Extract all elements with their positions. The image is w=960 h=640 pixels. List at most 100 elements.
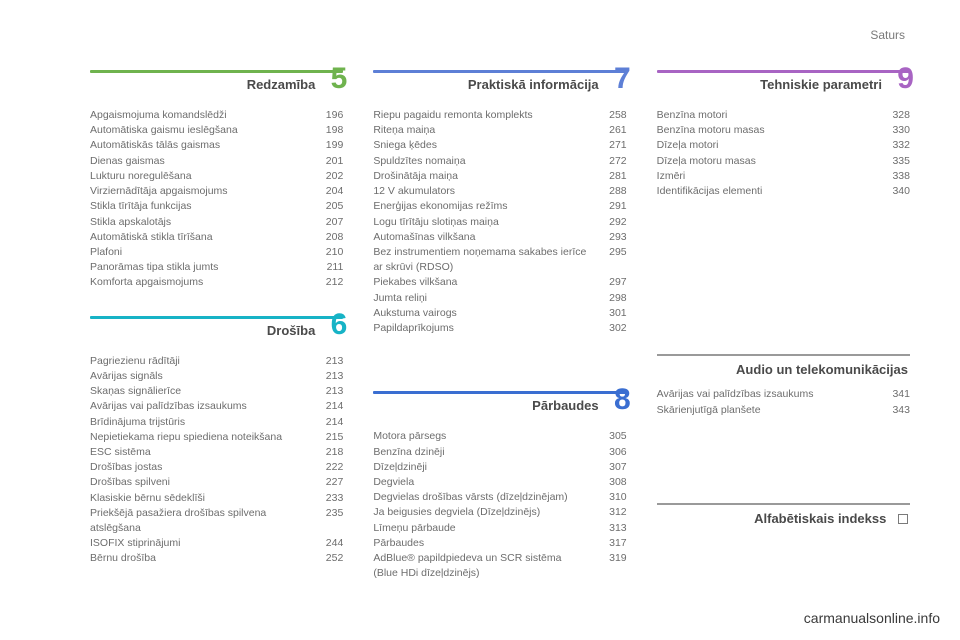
toc-entry[interactable]: Priekšējā pasažiera drošības spilvena at… [90, 506, 343, 536]
toc-entry[interactable]: Jumta reliņi298 [373, 291, 626, 306]
toc-entry[interactable]: Sniega ķēdes271 [373, 138, 626, 153]
accent-bar [90, 316, 343, 319]
toc-entry-page: 281 [595, 169, 627, 184]
toc-entry-page: 319 [595, 551, 627, 581]
toc-entry-page: 312 [595, 505, 627, 520]
toc-entry[interactable]: Panorāmas tipa stikla jumts211 [90, 260, 343, 275]
toc-entry[interactable]: Pagriezienu rādītāji213 [90, 354, 343, 369]
toc-entry[interactable]: Degviela308 [373, 475, 626, 490]
toc-entry[interactable]: AdBlue® papildpiedeva un SCR sistēma (Bl… [373, 551, 626, 581]
toc-entry[interactable]: Bez instrumentiem noņemama sakabes ierīc… [373, 245, 626, 275]
toc-entry-label: Panorāmas tipa stikla jumts [90, 260, 311, 275]
toc-entry[interactable]: Dīzeļdzinēji307 [373, 460, 626, 475]
toc-entry[interactable]: Pārbaudes317 [373, 536, 626, 551]
toc-entry[interactable]: Lukturu noregulēšana202 [90, 169, 343, 184]
section-entries: Riepu pagaidu remonta komplekts258Riteņa… [373, 108, 626, 336]
toc-entry-page: 233 [311, 491, 343, 506]
toc-entry-page: 343 [878, 403, 910, 418]
toc-entry[interactable]: Stikla tīrītāja funkcijas205 [90, 199, 343, 214]
toc-entry[interactable]: Bērnu drošība252 [90, 551, 343, 566]
toc-entry[interactable]: Virziernādītāja apgaismojums204 [90, 184, 343, 199]
toc-entry-label: Sniega ķēdes [373, 138, 594, 153]
toc-entry-label: Aukstuma vairogs [373, 306, 594, 321]
toc-entry[interactable]: Riteņa maiņa261 [373, 123, 626, 138]
toc-entry-label: Benzīna motori [657, 108, 878, 123]
toc-entry[interactable]: Riepu pagaidu remonta komplekts258 [373, 108, 626, 123]
toc-entry-page: 261 [595, 123, 627, 138]
section-header: Praktiskā informācija 7 [373, 70, 626, 98]
section-practical: Praktiskā informācija 7 Riepu pagaidu re… [373, 70, 626, 336]
toc-entry[interactable]: Stikla apskalotājs207 [90, 215, 343, 230]
toc-entry[interactable]: Līmeņu pārbaude313 [373, 521, 626, 536]
toc-entry[interactable]: Apgaismojuma komandslēdži196 [90, 108, 343, 123]
section-entries: Pagriezienu rādītāji213Avārijas signāls2… [90, 354, 343, 567]
toc-entry-page: 199 [311, 138, 343, 153]
toc-entry[interactable]: Skārienjutīgā planšete343 [657, 403, 910, 418]
toc-entry-page: 308 [595, 475, 627, 490]
toc-entry[interactable]: Drošības spilveni227 [90, 475, 343, 490]
toc-entry[interactable]: Automašīnas vilkšana293 [373, 230, 626, 245]
toc-entry-label: Pagriezienu rādītāji [90, 354, 311, 369]
footer-source-link[interactable]: carmanualsonline.info [804, 610, 940, 626]
toc-entry[interactable]: Dienas gaismas201 [90, 154, 343, 169]
toc-entry[interactable]: Izmēri338 [657, 169, 910, 184]
toc-entry[interactable]: Logu tīrītāju slotiņas maiņa292 [373, 215, 626, 230]
toc-entry[interactable]: Drošinātāja maiņa281 [373, 169, 626, 184]
toc-entry-page: 338 [878, 169, 910, 184]
toc-entry[interactable]: Motora pārsegs305 [373, 429, 626, 444]
accent-bar [373, 391, 626, 394]
toc-entry-label: Bez instrumentiem noņemama sakabes ierīc… [373, 245, 594, 275]
toc-entry[interactable]: Benzīna dzinēji306 [373, 445, 626, 460]
toc-entry[interactable]: Aukstuma vairogs301 [373, 306, 626, 321]
toc-entry-page: 198 [311, 123, 343, 138]
section-entries: Avārijas vai palīdzības izsaukums341Skār… [657, 387, 910, 417]
toc-entry-page: 305 [595, 429, 627, 444]
toc-entry[interactable]: Automātiska gaismu ieslēgšana198 [90, 123, 343, 138]
toc-entry[interactable]: Benzīna motori328 [657, 108, 910, 123]
toc-entry[interactable]: Ja beigusies degviela (Dīzeļdzinējs)312 [373, 505, 626, 520]
toc-entry[interactable]: Spuldzītes nomaiņa272 [373, 154, 626, 169]
toc-entry-page: 288 [595, 184, 627, 199]
toc-entry-label: Enerģijas ekonomijas režīms [373, 199, 594, 214]
toc-entry[interactable]: Papildaprīkojums302 [373, 321, 626, 336]
toc-entry[interactable]: Plafoni210 [90, 245, 343, 260]
toc-entry[interactable]: Enerģijas ekonomijas režīms291 [373, 199, 626, 214]
toc-entry-page: 292 [595, 215, 627, 230]
column-1: Redzamība 5 Apgaismojuma komandslēdži196… [90, 70, 343, 606]
page-header-label: Saturs [870, 28, 905, 42]
toc-entry[interactable]: Dīzeļa motoru masas335 [657, 154, 910, 169]
toc-entry[interactable]: Identifikācijas elementi340 [657, 184, 910, 199]
toc-entry[interactable]: Automātiskās tālās gaismas199 [90, 138, 343, 153]
toc-entry[interactable]: Avārijas signāls213 [90, 369, 343, 384]
toc-entry[interactable]: ISOFIX stiprinājumi244 [90, 536, 343, 551]
section-number: 9 [897, 64, 914, 94]
toc-entry-page: 211 [311, 260, 343, 275]
toc-entry[interactable]: Skaņas signālierīce213 [90, 384, 343, 399]
section-number: 7 [614, 64, 631, 94]
toc-entry[interactable]: Automātiskā stikla tīrīšana208 [90, 230, 343, 245]
toc-entry[interactable]: ESC sistēma218 [90, 445, 343, 460]
toc-entry[interactable]: Komforta apgaismojums212 [90, 275, 343, 290]
toc-entry-page: 271 [595, 138, 627, 153]
toc-entry[interactable]: Nepietiekama riepu spiediena noteikšana2… [90, 430, 343, 445]
toc-entry-label: Benzīna dzinēji [373, 445, 594, 460]
toc-entry[interactable]: Piekabes vilkšana297 [373, 275, 626, 290]
toc-entry[interactable]: Avārijas vai palīdzības izsaukums214 [90, 399, 343, 414]
toc-entry-label: Papildaprīkojums [373, 321, 594, 336]
section-visibility: Redzamība 5 Apgaismojuma komandslēdži196… [90, 70, 343, 291]
toc-entry-label: Nepietiekama riepu spiediena noteikšana [90, 430, 311, 445]
toc-entry[interactable]: Degvielas drošības vārsts (dīzeļdzinējam… [373, 490, 626, 505]
toc-entry-page: 301 [595, 306, 627, 321]
toc-entry[interactable]: Brīdinājuma trijstūris214 [90, 415, 343, 430]
toc-entry[interactable]: Benzīna motoru masas330 [657, 123, 910, 138]
toc-entry[interactable]: Drošības jostas222 [90, 460, 343, 475]
columns: Redzamība 5 Apgaismojuma komandslēdži196… [90, 70, 910, 606]
toc-entry[interactable]: Dīzeļa motori332 [657, 138, 910, 153]
toc-entry[interactable]: Avārijas vai palīdzības izsaukums341 [657, 387, 910, 402]
toc-entry-label: Virziernādītāja apgaismojums [90, 184, 311, 199]
toc-entry-label: Automātiska gaismu ieslēgšana [90, 123, 311, 138]
toc-entry[interactable]: 12 V akumulators288 [373, 184, 626, 199]
toc-entry[interactable]: Klasiskie bērnu sēdeklīši233 [90, 491, 343, 506]
toc-entry-label: Apgaismojuma komandslēdži [90, 108, 311, 123]
toc-entry-label: Dīzeļa motori [657, 138, 878, 153]
